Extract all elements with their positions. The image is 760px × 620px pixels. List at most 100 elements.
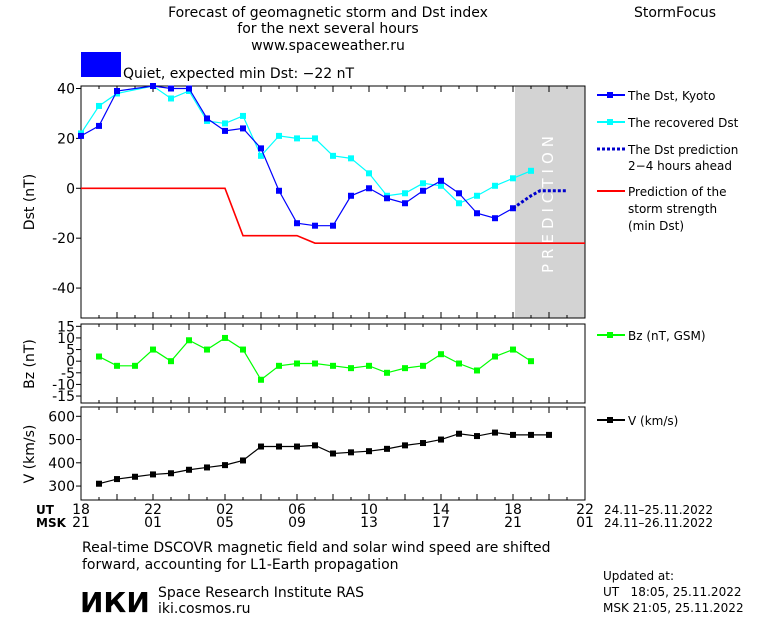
v-point [240, 457, 246, 464]
dst-kyoto-point [258, 145, 264, 152]
legend-item-recovered: The recovered Dst [597, 116, 739, 130]
dst-panel-ytick-label: -20 [52, 231, 75, 247]
v-point [420, 440, 426, 447]
bz-point [366, 362, 372, 369]
v-point [258, 443, 264, 450]
v-point [492, 429, 498, 436]
bz-point [348, 365, 354, 372]
recovered-dst-point [168, 95, 174, 102]
v-point [132, 473, 138, 480]
recovered-dst-point [348, 155, 354, 162]
storm-strength-line [81, 187, 585, 244]
bz-point [186, 337, 192, 344]
recovered-dst-point [492, 182, 498, 189]
ut-tick-label: 02 [216, 502, 234, 518]
ut-tick-label: 18 [504, 502, 522, 518]
institute-url: iki.cosmos.ru [158, 601, 250, 617]
bz-point [222, 334, 228, 341]
time-axis: UT MSK 18212201020506091013141718212201 … [36, 502, 713, 531]
v-point [150, 471, 156, 478]
dst-kyoto-point [204, 115, 210, 122]
v-point [438, 436, 444, 443]
bz-point [114, 362, 120, 369]
dst-panel-ytick-label: 0 [66, 181, 75, 197]
recovered-dst-point [456, 200, 462, 207]
recovered-dst-point [420, 180, 426, 187]
bz-point [150, 346, 156, 353]
dst-prediction-line [512, 189, 567, 210]
legend-item-prediction: The Dst prediction 2−4 hours ahead [597, 143, 738, 173]
legend-label-storm-2: storm strength [628, 202, 717, 216]
legend-label-recovered: The recovered Dst [627, 116, 739, 130]
recovered-dst-point [330, 152, 336, 159]
dst-kyoto-point [276, 187, 282, 194]
v-panel-ytick-label: 300 [48, 479, 75, 495]
dst-panel-ytick-label: 40 [57, 81, 75, 97]
recovered-dst-point [474, 192, 480, 199]
dst-kyoto-point [150, 83, 156, 89]
brand-name: StormFocus [634, 5, 716, 21]
v-point [168, 470, 174, 477]
dst-kyoto-point [420, 187, 426, 194]
bz-point [528, 358, 534, 365]
dst-kyoto-point [294, 220, 300, 227]
legend-item-dst: The Dst, Kyoto [597, 89, 715, 103]
dst-panel: PREDICTION 40 20 0 -20 -40 Dst (nT) [22, 81, 586, 319]
msk-tick-label: 21 [72, 515, 90, 531]
v-point [312, 442, 318, 449]
legend-item-bz: Bz (nT, GSM) [597, 329, 706, 343]
bz-point [240, 346, 246, 353]
bz-point [132, 362, 138, 369]
ut-date-range: 24.11–25.11.2022 [604, 503, 713, 517]
v-point [204, 464, 210, 471]
v-panel: 600 500 400 300 V (km/s) [22, 406, 586, 501]
dst-kyoto-point [168, 85, 174, 92]
updated-ut: UT 18:05, 25.11.2022 [603, 585, 741, 599]
dst-panel-ytick-label: -40 [52, 281, 75, 297]
v-point [366, 448, 372, 455]
legend: The Dst, Kyoto The recovered Dst The Dst… [597, 89, 739, 428]
dst-kyoto-point [78, 132, 84, 139]
status-text: Quiet, expected min Dst: −22 nT [123, 66, 355, 82]
msk-tick-label: 21 [504, 515, 522, 531]
v-point [222, 462, 228, 469]
msk-tick-label: 09 [288, 515, 306, 531]
bz-panel-ytick-label: 5 [66, 343, 75, 359]
bz-panel-ytick-label: 0 [66, 354, 75, 370]
dst-plot-frame [80, 85, 586, 319]
legend-label-prediction-1: The Dst prediction [627, 143, 738, 157]
recovered-dst-point [402, 190, 408, 197]
recovered-dst-point [240, 112, 246, 119]
ut-tick-label: 06 [288, 502, 306, 518]
v-point [330, 450, 336, 457]
recovered-dst-line [80, 85, 532, 204]
ut-tick-label: 18 [72, 502, 90, 518]
legend-label-prediction-2: 2−4 hours ahead [628, 159, 732, 173]
recovered-dst-point [438, 182, 444, 189]
dst-kyoto-point [456, 190, 462, 197]
msk-tick-label: 01 [576, 515, 594, 531]
ut-tick-label: 10 [360, 502, 378, 518]
recovered-dst-point [258, 152, 264, 159]
recovered-dst-point [222, 120, 228, 127]
legend-label-dst: The Dst, Kyoto [627, 89, 715, 103]
v-point [348, 449, 354, 456]
v-point [474, 433, 480, 440]
status-swatch [81, 52, 121, 77]
v-point [276, 443, 282, 450]
msk-tick-label: 17 [432, 515, 450, 531]
msk-label: MSK [36, 516, 67, 530]
ut-tick-label: 14 [432, 502, 450, 518]
ut-tick-label: 22 [144, 502, 162, 518]
bz-point [474, 367, 480, 374]
msk-tick-label: 13 [360, 515, 378, 531]
bz-point [420, 362, 426, 369]
bz-point [384, 369, 390, 376]
dst-kyoto-point [348, 192, 354, 199]
dst-kyoto-point [474, 210, 480, 217]
dst-kyoto-point [384, 195, 390, 202]
bz-point [168, 358, 174, 365]
bz-point [204, 346, 210, 353]
